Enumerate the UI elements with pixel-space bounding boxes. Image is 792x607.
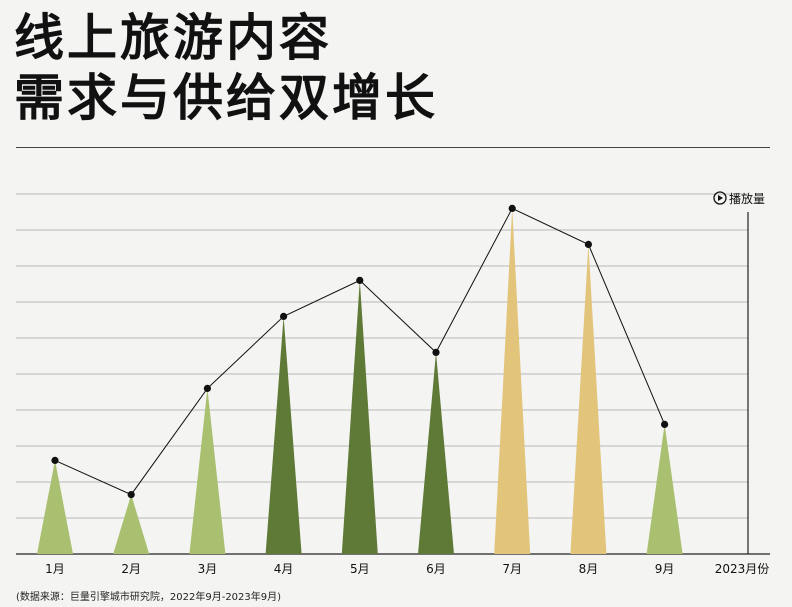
title-line-1: 线上旅游内容 <box>14 9 332 67</box>
x-tick-label: 5月 <box>350 562 370 576</box>
peak-triangle <box>494 208 531 554</box>
x-axis-label: 2023月份 <box>715 562 770 576</box>
data-point <box>51 456 59 464</box>
x-tick-label: 3月 <box>198 562 218 576</box>
x-tick-label: 2月 <box>121 562 141 576</box>
play-icon-triangle <box>718 195 723 201</box>
data-point <box>356 276 364 284</box>
x-tick-label: 1月 <box>45 562 65 576</box>
data-point <box>661 420 669 428</box>
title-divider <box>16 147 770 148</box>
x-tick-label: 8月 <box>579 562 599 576</box>
y-axis-label: 播放量 <box>729 191 765 206</box>
x-tick-label: 7月 <box>502 562 522 576</box>
data-point <box>508 204 516 212</box>
page-title: 线上旅游内容 需求与供给双增长 <box>14 8 438 128</box>
source-note: (数据来源：巨量引擎城市研究院，2022年9月-2023年9月) <box>16 592 282 603</box>
peak-triangle <box>418 352 454 554</box>
peak-triangle <box>37 460 73 554</box>
play-icon <box>713 191 727 205</box>
x-tick-label: 6月 <box>426 562 446 576</box>
data-point <box>127 491 135 499</box>
peak-triangle <box>341 280 378 554</box>
x-tick-label: 4月 <box>274 562 294 576</box>
peak-triangle <box>113 494 150 554</box>
data-point <box>203 384 211 392</box>
peak-triangle <box>265 316 302 554</box>
x-tick-label: 9月 <box>655 562 675 576</box>
peak-triangle <box>646 424 683 554</box>
data-point <box>280 312 288 320</box>
peak-triangle <box>570 244 607 554</box>
data-point <box>432 348 440 356</box>
peak-triangle <box>189 388 226 554</box>
data-point <box>584 240 593 248</box>
title-line-2: 需求与供给双增长 <box>14 69 438 127</box>
